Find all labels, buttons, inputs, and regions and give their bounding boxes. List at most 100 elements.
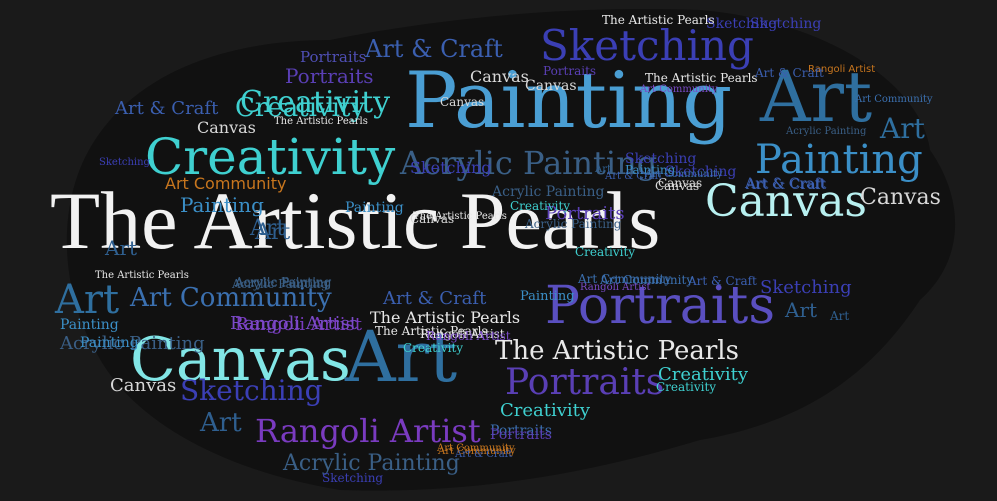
cloud-word: Painting: [405, 56, 733, 146]
cloud-word: Acrylic Painting: [235, 276, 332, 290]
cloud-word: Portraits: [490, 423, 552, 439]
cloud-word-title: The Artistic Pearls: [50, 175, 661, 266]
cloud-word: Art & Craft: [745, 176, 826, 192]
cloud-word: Acrylic Painting: [283, 451, 460, 476]
cloud-word: Creativity: [240, 85, 391, 120]
cloud-word: Portraits: [543, 64, 597, 78]
cloud-word: Rangoli Artist: [426, 329, 511, 343]
cloud-word: Art & Craft: [755, 66, 824, 80]
cloud-word: Art: [200, 408, 242, 438]
cloud-word: Sketching: [322, 471, 384, 485]
cloud-shape: [66, 9, 956, 491]
cloud-word: Canvas: [410, 212, 455, 226]
cloud-word: Creativity: [235, 93, 366, 123]
cloud-word: Creativity: [575, 245, 636, 259]
cloud-word: Rangoli Artist: [808, 64, 876, 75]
cloud-word: Art: [785, 298, 818, 322]
cloud-word: Sketching: [706, 16, 778, 32]
cloud-word: Art: [595, 164, 612, 175]
cloud-word: Acrylic Painting: [525, 217, 622, 231]
cloud-word: Art & Craft: [383, 288, 487, 309]
cloud-word: Art Community: [438, 446, 516, 457]
cloud-word: Rangoli Artist: [580, 282, 651, 293]
cloud-word: Portraits: [285, 64, 374, 88]
cloud-word: Art & Craft: [746, 177, 827, 193]
cloud-word: Canvas: [130, 325, 351, 395]
cloud-word: Art Community: [600, 273, 694, 287]
cloud-word: Art: [250, 216, 286, 241]
cloud-word: Creativity: [656, 380, 717, 394]
cloud-word: Canvas: [655, 179, 700, 193]
cloud-word: Canvas: [705, 176, 867, 227]
cloud-word: Sketching: [750, 16, 822, 32]
cloud-word: Art Community: [165, 174, 287, 193]
cloud-word: Sketching: [540, 21, 754, 70]
cloud-word: Art: [345, 316, 458, 398]
cloud-word: Portraits: [545, 276, 776, 336]
cloud-word: Canvas: [658, 176, 703, 190]
cloud-word: Sketching: [180, 374, 323, 407]
cloud-word: Creativity: [403, 341, 464, 355]
cloud-word: Art Community: [130, 283, 332, 313]
cloud-word: Rangoli Artist: [235, 314, 362, 335]
cloud-word: The Artistic Pearls: [375, 324, 488, 338]
cloud-word: Art Community: [640, 84, 718, 95]
cloud-word: Creativity: [500, 400, 591, 421]
cloud-word: Portraits: [545, 203, 625, 224]
cloud-word: The Artistic Pearls: [370, 308, 521, 327]
cloud-word: Acrylic Painting: [400, 144, 658, 182]
cloud-word: Art & Craft: [605, 171, 663, 182]
cloud-word: Art: [255, 220, 291, 245]
cloud-word: Art Community: [855, 94, 933, 105]
cloud-word: Canvas: [470, 67, 529, 86]
cloud-word: The Artistic Pearls: [274, 116, 368, 127]
cloud-word: Art Community: [645, 169, 723, 180]
cloud-word: Canvas: [440, 95, 485, 109]
cloud-word: Acrylic Painting: [60, 333, 205, 354]
cloud-word: Art: [830, 309, 850, 323]
cloud-word: Canvas: [110, 375, 177, 396]
cloud-word: Art Community: [578, 272, 672, 286]
cloud-word: Rangoli Artist: [255, 412, 481, 450]
cloud-word: Sketching: [665, 164, 737, 180]
cloud-word: Canvas: [197, 118, 256, 137]
cloud-word: The Artistic Pearls: [95, 270, 189, 281]
cloud-word: Painting: [80, 335, 139, 351]
cloud-word: Sketching: [410, 158, 492, 177]
cloud-word: Acrylic Painting: [492, 184, 605, 200]
cloud-word: Painting: [520, 289, 575, 304]
cloud-word: Art & Craft: [688, 274, 757, 288]
cloud-word: Painting: [60, 317, 119, 333]
cloud-word: Portraits: [300, 48, 367, 66]
cloud-word: Art: [880, 112, 925, 145]
cloud-word: Rangoli Artist: [420, 327, 505, 341]
cloud-word: Sketching: [99, 157, 150, 168]
cloud-word: Painting: [755, 137, 923, 183]
cloud-word: Canvas: [525, 78, 577, 94]
cloud-word: Art: [105, 236, 138, 260]
cloud-word: Acrylic Painting: [232, 277, 329, 291]
cloud-word: Canvas: [860, 185, 941, 210]
cloud-word: Painting: [180, 193, 264, 217]
cloud-word: Art & Craft: [455, 449, 513, 460]
cloud-word: Art & Craft: [365, 35, 503, 63]
cloud-word: Art & Craft: [115, 98, 219, 119]
cloud-word: Acrylic Painting: [786, 126, 867, 137]
cloud-word: The Artistic Pearls: [645, 71, 758, 85]
cloud-word: Art: [55, 277, 120, 323]
cloud-word: The Artistic Pearls: [413, 211, 507, 222]
cloud-word: Art: [760, 56, 873, 138]
cloud-word: Painting: [345, 200, 404, 216]
cloud-word: Creativity: [145, 128, 396, 186]
cloud-word: Portraits: [490, 427, 552, 443]
cloud-word: Sketching: [760, 277, 852, 298]
cloud-word: The Artistic Pearls: [602, 13, 715, 27]
cloud-word: The Artistic Pearls: [495, 336, 739, 366]
cloud-word: Rangoli Artist: [230, 313, 357, 334]
cloud-word: Painting: [625, 163, 676, 177]
cloud-word: Acrylic Painting: [235, 275, 332, 289]
cloud-word: Creativity: [658, 364, 749, 385]
cloud-word: Portraits: [505, 362, 665, 403]
cloud-word: Sketching: [625, 151, 697, 167]
